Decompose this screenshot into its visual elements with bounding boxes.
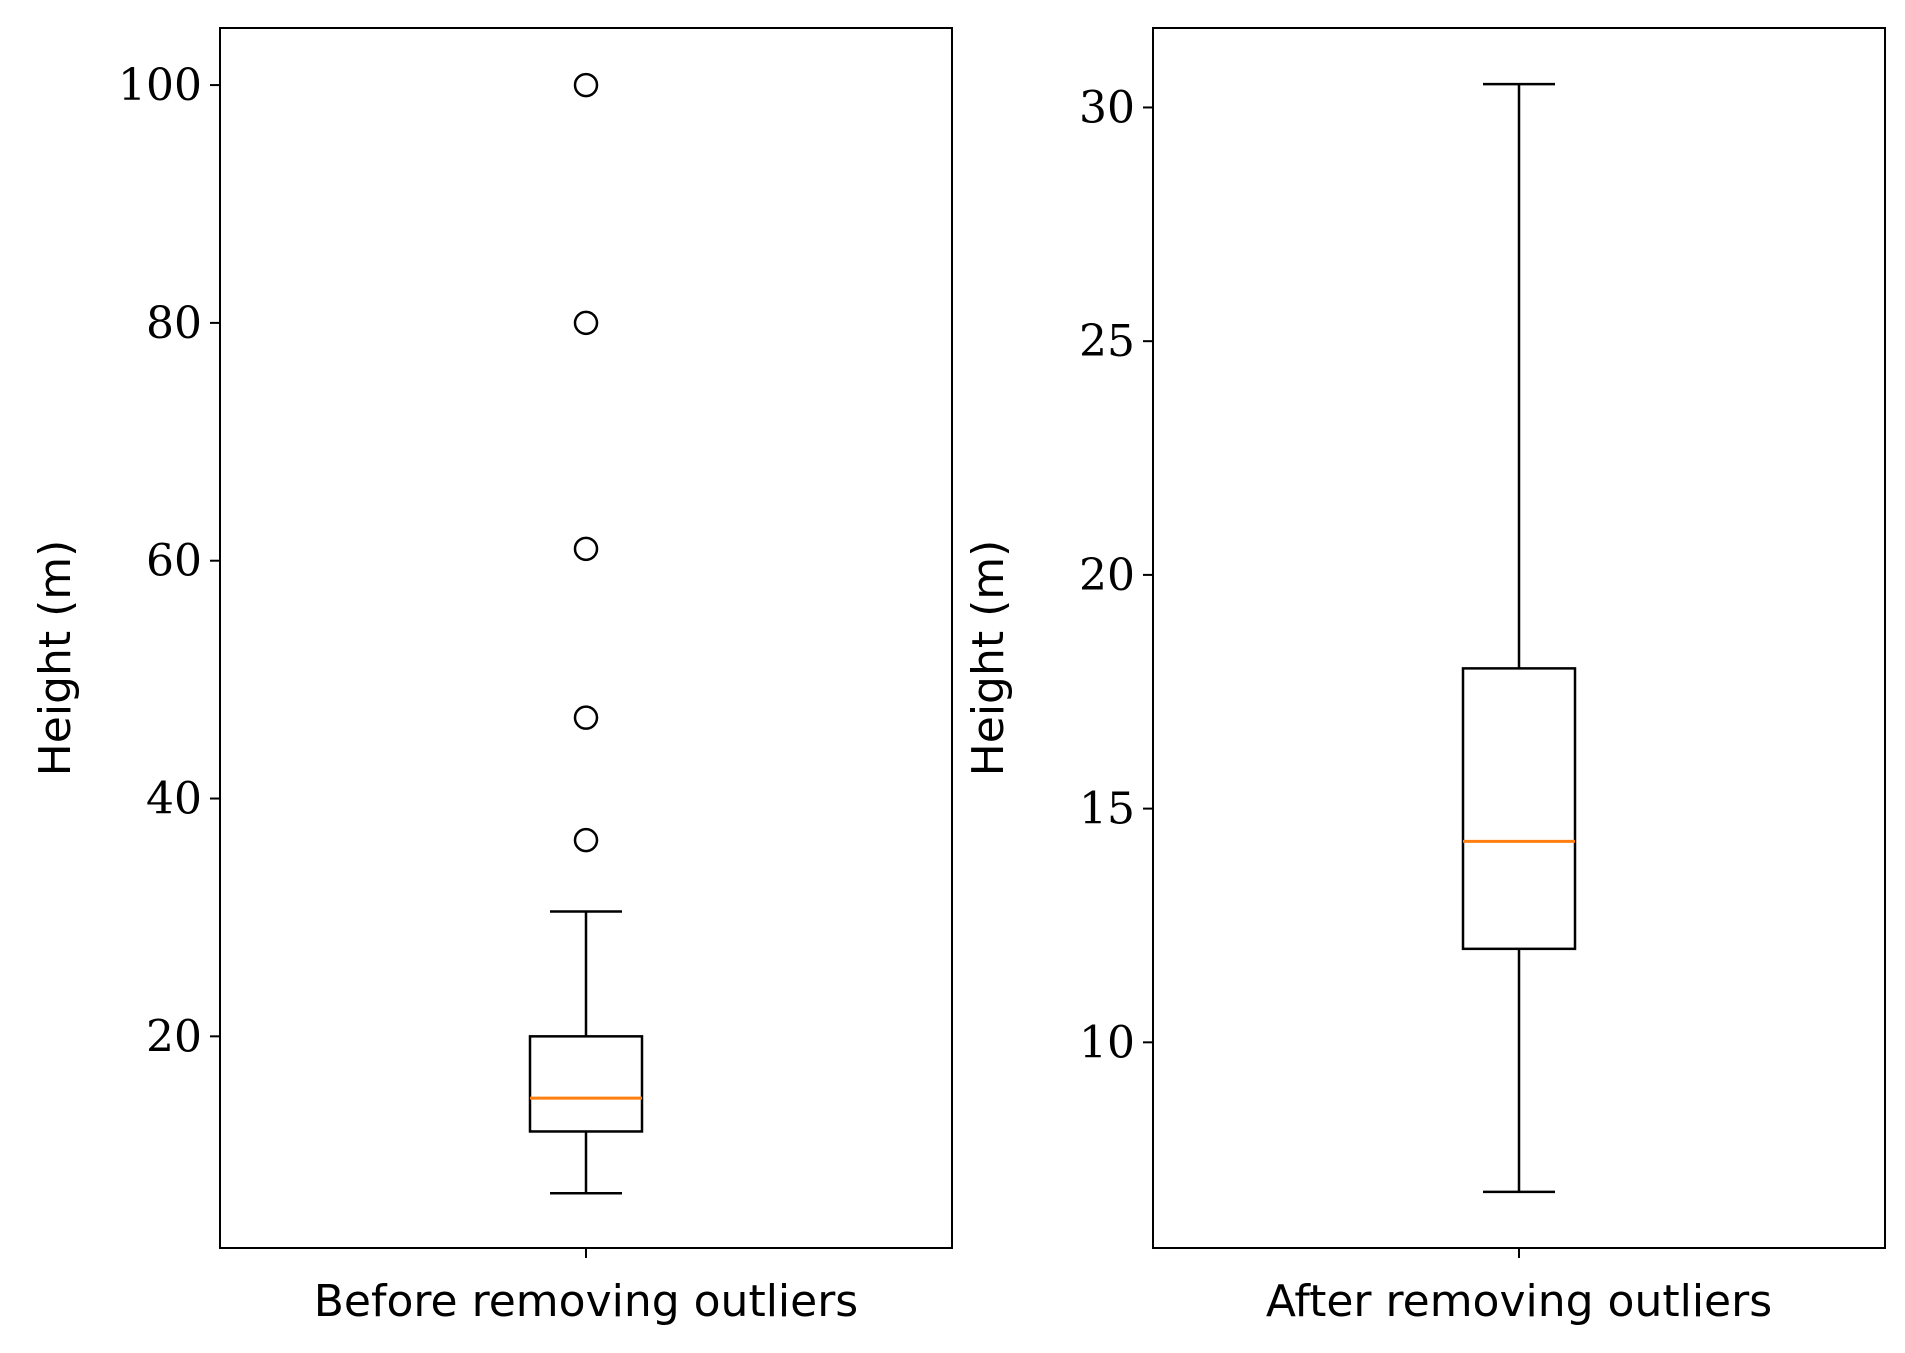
plot-frame (219, 27, 953, 1249)
outlier-point (573, 536, 599, 562)
y-tick-label: 25 (1079, 316, 1135, 367)
y-tick-label: 30 (1079, 82, 1135, 133)
outlier-point (573, 72, 599, 98)
x-axis-label: Before removing outliers (314, 1276, 858, 1327)
y-axis-label: Height (m) (30, 540, 81, 777)
chart-before-removing-outliers: 20 40 60 80 100 Before removing outliers Heigh… (30, 27, 953, 1327)
outlier-point (573, 310, 599, 336)
y-tick-label: 100 (118, 60, 202, 111)
outlier-point (573, 827, 599, 853)
iqr-box (528, 1035, 644, 1133)
outlier-point (573, 705, 599, 730)
iqr-box (1461, 667, 1577, 951)
chart-after-removing-outliers: 10 15 20 25 30 After removing outliers Height … (963, 27, 1886, 1327)
y-tick-label: 10 (1079, 1017, 1135, 1068)
y-tick-label: 15 (1079, 784, 1135, 835)
y-tick-label: 20 (146, 1011, 202, 1062)
y-tick-label: 20 (1079, 550, 1135, 601)
y-tick-label: 80 (146, 298, 202, 349)
y-tick-label: 60 (146, 536, 202, 587)
y-tick-label: 40 (146, 774, 202, 825)
y-axis-label: Height (m) (963, 540, 1014, 777)
x-axis-label: After removing outliers (1266, 1276, 1772, 1327)
